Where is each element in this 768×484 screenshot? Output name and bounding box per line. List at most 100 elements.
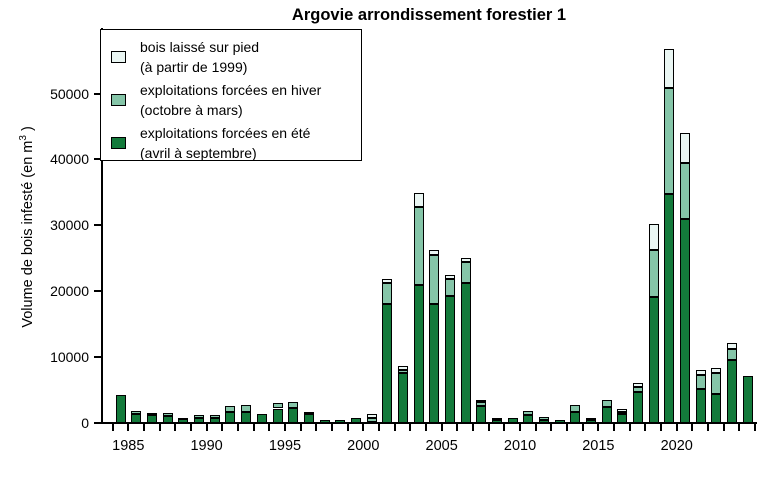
y-axis-tick-label: 50000 bbox=[50, 85, 89, 102]
bar-2021-middle bbox=[695, 374, 706, 389]
y-axis-tick-label: 0 bbox=[81, 415, 89, 431]
y-axis-tick bbox=[94, 422, 101, 424]
x-axis-tick bbox=[628, 424, 631, 431]
bar-2020-middle bbox=[679, 163, 690, 220]
x-axis-tick bbox=[597, 424, 600, 431]
bar-1990-bottom bbox=[209, 417, 220, 423]
bar-2019-top bbox=[664, 48, 675, 88]
x-axis-tick bbox=[252, 424, 255, 431]
y-axis-tick-label: 20000 bbox=[50, 283, 89, 300]
bar-1987-middle bbox=[162, 413, 173, 416]
bar-2006-bottom bbox=[460, 283, 471, 423]
bar-1989-bottom bbox=[194, 417, 205, 423]
x-axis-tick bbox=[613, 424, 616, 431]
bar-2002-top bbox=[397, 366, 408, 370]
bar-2012-bottom bbox=[554, 420, 565, 423]
bar-2011-middle bbox=[538, 416, 549, 420]
y-axis-tick-label: 10000 bbox=[50, 349, 89, 366]
x-axis-tick bbox=[566, 424, 569, 431]
legend-label: exploitations forcées en hiver (octobre à… bbox=[140, 80, 321, 120]
legend-box: bois laissé sur pied (à partir de 1999) ex… bbox=[100, 29, 362, 161]
bar-2009-bottom bbox=[507, 417, 518, 423]
x-axis-tick bbox=[503, 424, 506, 431]
x-axis-tick-label: 1995 bbox=[268, 438, 302, 454]
bar-2016-middle bbox=[617, 411, 628, 415]
bar-2007-bottom bbox=[476, 405, 487, 423]
x-axis-tick bbox=[221, 424, 224, 431]
x-axis-tick bbox=[299, 424, 302, 431]
legend-label: exploitations forcées en été (avril à sep… bbox=[140, 123, 310, 163]
bar-2007-middle bbox=[476, 402, 487, 406]
x-axis-tick bbox=[581, 424, 584, 431]
legend-swatch bbox=[111, 94, 126, 106]
bar-2007-top bbox=[476, 400, 487, 403]
x-axis-tick bbox=[707, 424, 710, 431]
bar-2023-top bbox=[726, 342, 737, 349]
bar-2000-top bbox=[366, 414, 377, 418]
bar-2022-middle bbox=[711, 373, 722, 394]
bar-1989-middle bbox=[194, 415, 205, 418]
legend-label-line1: bois laissé sur pied bbox=[140, 39, 260, 55]
bar-2018-bottom bbox=[648, 297, 659, 423]
bar-1991-bottom bbox=[225, 412, 236, 423]
bar-1992-bottom bbox=[241, 411, 252, 423]
bar-2003-middle bbox=[413, 206, 424, 286]
y-axis-tick bbox=[94, 290, 101, 293]
bar-2001-top bbox=[382, 278, 393, 283]
bar-2015-bottom bbox=[601, 406, 612, 423]
chart-title: Argovie arrondissement forestier 1 bbox=[291, 6, 567, 24]
x-axis-tick bbox=[158, 424, 161, 431]
legend-label: bois laissé sur pied (à partir de 1999) bbox=[140, 37, 259, 77]
legend-label-line2: (à partir de 1999) bbox=[140, 59, 248, 75]
bar-2013-bottom bbox=[570, 411, 581, 423]
legend-swatch bbox=[111, 51, 126, 63]
x-axis-tick bbox=[283, 424, 286, 431]
x-axis-tick-label: 2015 bbox=[582, 438, 615, 454]
x-axis-tick-label: 1985 bbox=[112, 438, 145, 454]
bar-1998-bottom bbox=[335, 419, 346, 423]
x-axis-tick bbox=[487, 424, 490, 431]
x-axis-tick bbox=[472, 424, 474, 431]
x-axis-tick-label: 2020 bbox=[660, 438, 693, 454]
x-axis-tick-label: 2000 bbox=[347, 438, 380, 454]
bar-2004-middle bbox=[429, 254, 440, 304]
legend-swatch bbox=[111, 137, 126, 149]
bar-1994-middle bbox=[272, 402, 283, 409]
bar-2015-middle bbox=[601, 399, 612, 407]
x-axis-tick bbox=[550, 424, 553, 431]
bar-2010-bottom bbox=[523, 415, 534, 423]
y-axis-tick bbox=[94, 158, 101, 161]
bar-2019-bottom bbox=[664, 194, 675, 423]
x-axis-tick bbox=[315, 424, 318, 431]
bar-1996-middle bbox=[303, 411, 314, 415]
y-axis-tick bbox=[94, 92, 101, 95]
bar-2018-top bbox=[648, 223, 659, 251]
y-axis-tick bbox=[94, 356, 101, 359]
bar-1994-bottom bbox=[272, 408, 283, 423]
x-axis-tick bbox=[268, 424, 271, 431]
x-axis-tick bbox=[346, 424, 349, 431]
bar-2000-middle bbox=[366, 417, 377, 422]
x-axis-tick bbox=[205, 424, 208, 431]
bar-1990-middle bbox=[209, 414, 220, 418]
x-axis-tick bbox=[519, 424, 522, 431]
y-axis-label-superscript: 3 bbox=[18, 135, 30, 141]
bar-2001-middle bbox=[382, 282, 393, 304]
bar-2019-middle bbox=[664, 87, 675, 195]
bar-2022-top bbox=[711, 367, 722, 374]
bar-2016-bottom bbox=[617, 414, 628, 423]
bar-2004-top bbox=[429, 249, 440, 255]
x-axis-tick bbox=[142, 424, 145, 431]
x-axis-tick bbox=[330, 424, 333, 431]
bar-2021-bottom bbox=[695, 388, 706, 423]
bar-2001-bottom bbox=[382, 303, 393, 423]
legend-label-line1: exploitations forcées en été bbox=[140, 125, 311, 141]
legend-label-line1: exploitations forcées en hiver bbox=[140, 82, 322, 98]
x-axis-tick-label: 2010 bbox=[503, 438, 537, 454]
bar-2005-top bbox=[444, 274, 455, 279]
bar-1996-bottom bbox=[303, 414, 314, 423]
bar-1999-bottom bbox=[350, 418, 361, 423]
bar-1985-middle bbox=[131, 411, 142, 415]
bar-2008-middle bbox=[491, 418, 502, 421]
